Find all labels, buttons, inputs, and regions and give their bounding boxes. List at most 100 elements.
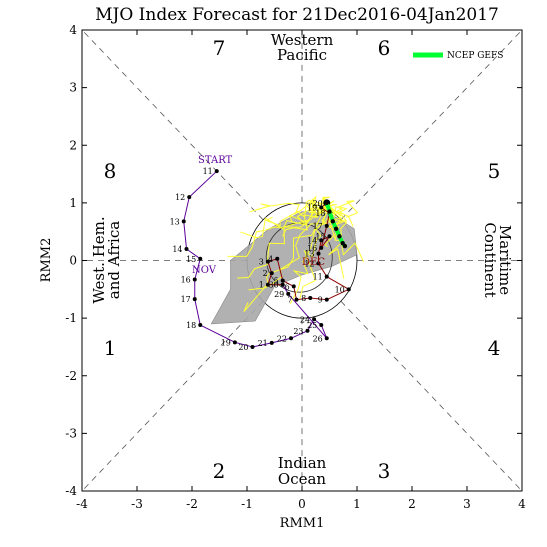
chart-title: MJO Index Forecast for 21Dec2016-04Jan20…: [95, 5, 499, 25]
region-western-pacific-line1: Western: [271, 31, 334, 49]
y-tick-label: 2: [69, 138, 77, 152]
observed-point: [327, 234, 332, 239]
phase-number-3: 3: [378, 459, 391, 483]
month-label-start: START: [198, 155, 233, 166]
observed-point: [280, 282, 285, 287]
phase-guide-line: [340, 300, 523, 492]
ensemble-mean-point: [330, 219, 335, 224]
observed-point: [294, 297, 299, 302]
observed-day-label: 29: [274, 290, 284, 299]
observed-day-label: 12: [304, 259, 314, 268]
observed-point: [184, 246, 189, 251]
x-tick-label: 0: [298, 497, 306, 511]
phase-guide-line: [81, 300, 264, 492]
observed-day-label: 26: [313, 334, 323, 343]
observed-day-label: 10: [335, 285, 345, 294]
observed-segment: [320, 236, 330, 249]
observed-segment: [267, 273, 273, 285]
region-indian-ocean-line2: Ocean: [278, 470, 327, 488]
observed-point: [319, 323, 324, 328]
ensemble-member-line: [299, 205, 335, 299]
observed-point: [187, 195, 192, 200]
observed-point: [280, 278, 285, 283]
observed-day-label: 20: [238, 343, 248, 352]
region-maritime-line2: Continent: [481, 222, 499, 297]
observed-point: [265, 282, 270, 287]
observed-day-label: 15: [186, 255, 196, 264]
observed-day-label: 18: [315, 209, 325, 218]
observed-day-label: 8: [301, 294, 306, 303]
observed-point: [214, 169, 219, 174]
ensemble-mean: [324, 200, 348, 249]
observed-point: [324, 297, 329, 302]
observed-point: [316, 261, 321, 266]
observed-point: [198, 323, 203, 328]
observed-segment: [194, 299, 201, 326]
x-tick-label: 1: [353, 497, 361, 511]
observed-segment: [186, 248, 201, 260]
ensemble-mean-point: [342, 243, 348, 249]
observed-point: [312, 317, 317, 322]
ensemble-members: [227, 195, 365, 313]
observed-day-label: 17: [181, 295, 191, 304]
ensemble-mean-point: [327, 209, 332, 214]
observed-point: [192, 297, 197, 302]
observed-segment: [271, 337, 292, 344]
phase-number-4: 4: [488, 336, 501, 360]
observed-point: [181, 219, 186, 224]
observed-day-label: 13: [170, 217, 180, 226]
x-tick-label: -1: [241, 497, 253, 511]
observed-day-label: 6: [285, 282, 290, 291]
phase-number-8: 8: [104, 159, 117, 183]
ensemble-mean-point: [337, 234, 342, 239]
observed-point: [319, 238, 324, 243]
observed-day-label: 19: [221, 338, 231, 347]
observed-point: [308, 295, 313, 300]
observed-day-label: 20: [313, 199, 323, 208]
observed-segment: [267, 261, 273, 274]
observed-point: [269, 340, 274, 345]
observed-point: [319, 205, 324, 210]
observed-day-label: 3: [259, 258, 264, 267]
observed-day-label: 5: [274, 277, 279, 286]
observed-point: [316, 251, 321, 256]
observed-segment: [183, 221, 187, 250]
ensemble-mean-point: [333, 226, 339, 232]
ensemble-member-line: [324, 200, 359, 218]
observed-point: [324, 336, 329, 341]
ensemble-member-line: [249, 195, 330, 216]
observed-segment: [320, 324, 328, 339]
region-west-hem-line1: West. Hem.: [90, 216, 108, 303]
region-west-hem-line2: and Africa: [105, 221, 123, 299]
ensemble-member-line: [289, 199, 335, 224]
observed-point: [269, 271, 274, 276]
ensemble-member-line: [324, 204, 365, 263]
y-tick-label: 3: [69, 81, 77, 95]
observed-day-label: 9: [318, 296, 323, 305]
observed-segment: [307, 319, 315, 332]
observed-point: [324, 223, 329, 228]
x-tick-label: -2: [186, 497, 198, 511]
observed-point: [305, 328, 310, 333]
observed-segment: [183, 197, 190, 222]
observed-day-label: 23: [293, 327, 303, 336]
observed-segment: [234, 341, 253, 348]
ensemble-member-line: [243, 205, 330, 313]
y-tick-label: 0: [69, 254, 77, 268]
phase-number-5: 5: [488, 159, 501, 183]
observed-day-label: 13: [304, 250, 314, 259]
observed-segment: [188, 170, 218, 198]
observed-day-label: 15: [315, 232, 325, 241]
observed-day-label: 19: [307, 203, 317, 212]
y-tick-label: -1: [65, 311, 77, 325]
observed-point: [265, 259, 270, 264]
observed-segment: [282, 280, 294, 287]
region-indian-ocean-line1: Indian: [278, 454, 327, 472]
month-label-nov: NOV: [192, 265, 217, 276]
observed-segment: [320, 225, 328, 248]
observed-segment: [326, 288, 349, 301]
observed-day-label: 14: [172, 245, 182, 254]
observed-day-label: 16: [181, 276, 191, 285]
legend-label: NCEP GEFS: [447, 51, 503, 61]
